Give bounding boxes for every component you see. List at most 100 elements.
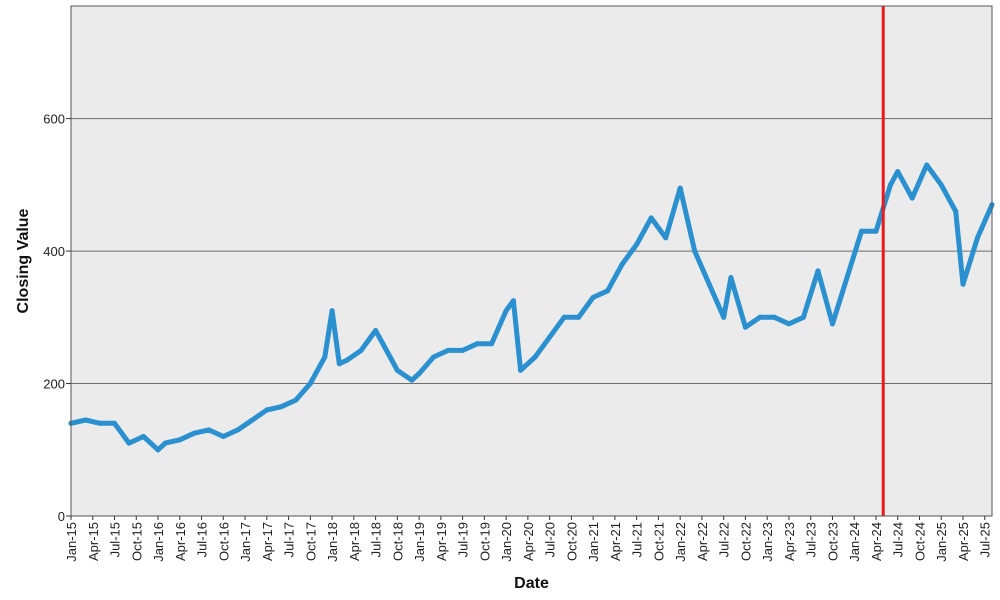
y-axis-ticks: 0 200 400 600 <box>43 112 71 524</box>
data-point <box>489 341 495 347</box>
data-point <box>561 314 567 320</box>
data-point <box>97 420 103 426</box>
plot-area <box>71 6 992 516</box>
data-point <box>547 334 553 340</box>
x-tick-label: Jul-20 <box>543 522 558 557</box>
data-point <box>721 314 727 320</box>
x-tick-label: Oct-21 <box>651 522 666 561</box>
plot-frame <box>70 5 993 517</box>
x-tick-label: Jan-22 <box>673 522 688 562</box>
data-point <box>235 427 241 433</box>
x-tick-label: Jan-17 <box>238 522 253 562</box>
data-point <box>155 447 161 453</box>
y-tick-label: 400 <box>43 244 65 259</box>
data-point <box>416 371 422 377</box>
data-point <box>474 341 480 347</box>
x-tick-label: Jan-20 <box>499 522 514 562</box>
x-axis-ticks: Jan-15 Apr-15 Jul-15 Oct-15 Jan-16 Apr-16 Jul-… <box>64 516 993 562</box>
x-tick-label: Jan-16 <box>151 522 166 562</box>
data-point <box>293 397 299 403</box>
x-tick-label: Jul-23 <box>804 522 819 557</box>
series-line <box>68 162 995 453</box>
data-point <box>409 377 415 383</box>
data-point <box>394 367 400 373</box>
data-point <box>344 357 350 363</box>
data-point <box>909 195 915 201</box>
x-tick-label: Oct-16 <box>216 522 231 561</box>
data-point <box>206 427 212 433</box>
data-point <box>83 417 88 423</box>
data-point <box>888 182 893 188</box>
x-tick-label: Jul-19 <box>456 522 471 557</box>
data-point <box>191 430 197 436</box>
data-point <box>895 169 901 175</box>
x-tick-label: Jan-19 <box>412 522 427 562</box>
x-tick-label: Jul-17 <box>282 522 297 557</box>
data-point <box>648 215 654 221</box>
y-tick-label: 0 <box>58 509 65 524</box>
data-point <box>706 281 712 287</box>
x-tick-label: Apr-20 <box>521 522 536 561</box>
x-tick-label: Jan-15 <box>64 522 79 562</box>
x-tick-label: Jul-24 <box>891 522 906 557</box>
data-point <box>830 321 835 327</box>
data-point <box>590 294 596 300</box>
data-point <box>162 440 168 446</box>
x-tick-label: Jan-25 <box>934 522 949 562</box>
data-point <box>938 182 944 188</box>
y-axis-title: Closing Value <box>15 208 32 313</box>
x-tick-label: Jul-21 <box>630 522 645 557</box>
data-point <box>960 281 966 287</box>
data-point <box>728 275 734 281</box>
data-point <box>576 314 582 320</box>
gridlines <box>71 118 992 385</box>
data-point <box>800 314 806 320</box>
y-tick-label: 200 <box>43 377 65 392</box>
x-tick-label: Jan-21 <box>586 522 601 562</box>
x-tick-label: Jul-25 <box>978 522 993 557</box>
data-point <box>112 420 117 426</box>
x-tick-label: Jul-18 <box>369 522 384 557</box>
data-point <box>953 208 959 214</box>
data-point <box>336 361 342 367</box>
x-tick-label: Apr-24 <box>869 522 884 561</box>
x-tick-label: Oct-19 <box>477 522 492 561</box>
x-tick-label: Jan-24 <box>847 522 862 562</box>
data-point <box>663 235 669 241</box>
data-point <box>329 308 335 314</box>
x-axis-title: Date <box>514 575 549 592</box>
data-point <box>771 314 777 320</box>
data-point <box>264 407 270 413</box>
x-tick-label: Apr-23 <box>782 522 797 561</box>
data-point <box>786 321 792 327</box>
x-tick-label: Apr-15 <box>86 522 101 561</box>
data-point <box>873 228 879 234</box>
x-tick-label: Apr-19 <box>434 522 449 561</box>
data-point <box>518 367 524 373</box>
x-tick-label: Jul-16 <box>195 522 210 557</box>
x-tick-label: Oct-24 <box>912 522 927 561</box>
x-tick-label: Apr-22 <box>695 522 710 561</box>
x-tick-label: Jan-23 <box>760 522 775 562</box>
data-point <box>126 440 132 446</box>
data-point <box>924 162 930 168</box>
x-tick-label: Oct-22 <box>738 522 753 561</box>
x-tick-label: Apr-16 <box>173 522 188 561</box>
x-tick-label: Apr-18 <box>347 522 362 561</box>
data-point <box>445 347 451 353</box>
x-tick-label: Apr-17 <box>260 522 275 561</box>
x-tick-label: Jul-15 <box>108 522 123 557</box>
x-tick-label: Oct-17 <box>303 522 318 561</box>
data-point <box>532 354 538 360</box>
data-point <box>220 434 226 439</box>
data-point <box>307 381 313 386</box>
data-point <box>742 324 748 330</box>
data-point <box>460 347 466 353</box>
x-tick-label: Oct-18 <box>390 522 405 561</box>
data-point <box>322 354 328 360</box>
x-tick-label: Jan-18 <box>325 522 340 562</box>
data-point <box>692 248 698 254</box>
data-point <box>249 417 255 423</box>
